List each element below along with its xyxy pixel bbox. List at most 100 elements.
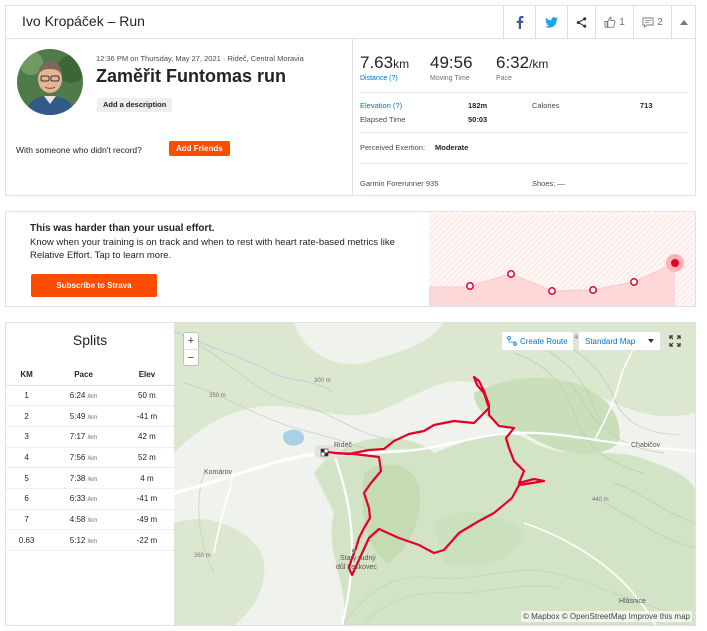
splits-row[interactable]: 2 5:49 /km -41 m <box>6 405 174 427</box>
stats-divider <box>360 132 688 133</box>
elevation-label[interactable]: Elevation (?) <box>360 101 403 110</box>
stats-divider <box>360 92 688 93</box>
route-icon <box>507 336 517 346</box>
stat-moving-time: 49:56 Moving Time <box>430 53 473 82</box>
kudos-button[interactable]: 1 <box>595 6 633 38</box>
split-pace-value: 5:49 <box>69 411 86 421</box>
map-label-hlasnice: Hlásnice <box>619 598 646 605</box>
map-label-dul: důl Leskovec <box>336 564 377 571</box>
calories-value: 713 <box>640 101 653 110</box>
pace-value: 6:32 <box>496 53 530 72</box>
comment-icon <box>642 17 654 28</box>
caret-down-icon <box>648 339 654 343</box>
split-pace: 6:33 /km <box>47 488 120 510</box>
moving-time-value: 49:56 <box>430 53 473 72</box>
comments-button[interactable]: 2 <box>633 6 671 38</box>
effort-point <box>589 286 597 294</box>
split-pace-value: 7:38 <box>69 473 86 483</box>
exertion-value: Moderate <box>435 143 469 152</box>
twitter-icon <box>545 16 558 28</box>
split-elev: -49 m <box>119 509 174 531</box>
split-pace-unit: /km <box>87 455 98 462</box>
distance-value: 7.63 <box>360 53 394 72</box>
splits-header-km: KM <box>6 365 48 386</box>
split-pace: 7:17 /km <box>47 426 120 448</box>
share-button[interactable] <box>567 6 595 38</box>
distance-label[interactable]: Distance (?) <box>360 75 398 82</box>
map-label-komarov: Komárov <box>204 469 233 476</box>
add-description-button[interactable]: Add a description <box>97 98 173 112</box>
splits-table: KM Pace Elev 1 6:24 /km 50 m 2 5:49 /km -41 m… <box>6 365 174 551</box>
effort-point <box>630 278 638 286</box>
avatar[interactable] <box>17 49 83 115</box>
split-elev: 4 m <box>119 467 174 489</box>
map-elev-350: 350 m <box>209 393 226 399</box>
fullscreen-button[interactable] <box>666 332 683 349</box>
stat-row-gear: Garmin Forerunner 935 Shoes: — <box>360 179 690 189</box>
route-line <box>326 375 546 577</box>
stat-row-elapsed: Elapsed Time 50:03 <box>360 115 690 125</box>
exertion-label: Perceived Exertion: <box>360 143 426 152</box>
create-route-button[interactable]: Create Route <box>501 331 574 351</box>
twitter-share-button[interactable] <box>535 6 567 38</box>
collapse-button[interactable] <box>671 6 695 38</box>
shoes-info: Shoes: — <box>532 179 565 188</box>
splits-row[interactable]: 4 7:56 /km 52 m <box>6 447 174 469</box>
mine-icon <box>352 549 356 553</box>
split-elev: -41 m <box>119 488 174 510</box>
activity-card: Ivo Kropáček – Run 1 2 <box>5 5 696 196</box>
splits-row[interactable]: 1 6:24 /km 50 m <box>6 385 174 407</box>
split-km: 0.63 <box>6 529 48 551</box>
map-attribution[interactable]: © Mapbox © OpenStreetMap Improve this ma… <box>521 611 692 622</box>
elevation-value: 182m <box>468 101 488 110</box>
expand-icon <box>668 334 681 347</box>
pace-unit: /km <box>529 57 549 71</box>
splits-panel: Splits KM Pace Elev 1 6:24 /km 50 m 2 5:49 /… <box>6 323 174 625</box>
distance-unit: km <box>393 57 410 71</box>
split-pace: 7:38 /km <box>47 467 120 489</box>
subscribe-button[interactable]: Subscribe to Strava <box>31 274 157 297</box>
map-style-select[interactable]: Standard Map <box>578 331 661 351</box>
split-pace-unit: /km <box>87 435 98 442</box>
create-route-label: Create Route <box>520 336 568 346</box>
split-pace-unit: /km <box>87 517 98 524</box>
elapsed-label: Elapsed Time <box>360 115 406 124</box>
split-km: 3 <box>6 426 48 448</box>
split-elev: -22 m <box>119 529 174 551</box>
map-label-chabicov: Chabičov <box>631 442 661 449</box>
zoom-in-button[interactable]: + <box>187 335 195 347</box>
with-someone-text: With someone who didn't record? <box>16 145 142 155</box>
split-pace: 7:56 /km <box>47 447 120 469</box>
effort-body: Know when your training is on track and … <box>30 237 395 261</box>
splits-row[interactable]: 7 4:58 /km -49 m <box>6 509 174 531</box>
split-km: 4 <box>6 447 48 469</box>
stat-distance: 7.63km Distance (?) <box>360 53 409 82</box>
facebook-share-button[interactable] <box>503 6 535 38</box>
splits-row[interactable]: 5 7:38 /km 4 m <box>6 467 174 489</box>
zoom-out-button[interactable]: − <box>184 349 198 365</box>
device-name: Garmin Forerunner 935 <box>360 179 439 188</box>
effort-point <box>466 282 474 290</box>
activity-stats: 7.63km Distance (?) 49:56 Moving Time 6:… <box>353 39 695 195</box>
splits-row[interactable]: 3 7:17 /km 42 m <box>6 426 174 448</box>
chevron-up-icon <box>679 19 688 25</box>
split-pace: 4:58 /km <box>47 509 120 531</box>
athlete-photo <box>17 49 83 115</box>
splits-row[interactable]: 0.63 5:12 /km -22 m <box>6 529 174 551</box>
split-pace-value: 7:56 <box>69 452 86 462</box>
split-pace: 5:49 /km <box>47 405 120 427</box>
zoom-control: + − <box>184 333 198 365</box>
thumbs-up-icon <box>604 16 616 28</box>
split-km: 5 <box>6 467 48 489</box>
split-pace-unit: /km <box>87 393 98 400</box>
split-pace-value: 5:12 <box>69 535 86 545</box>
relative-effort-card[interactable]: This was harder than your usual effort. … <box>5 211 696 307</box>
splits-row[interactable]: 6 6:33 /km -41 m <box>6 488 174 510</box>
map-elev-440: 440 m <box>592 497 609 503</box>
moving-time-label: Moving Time <box>430 75 470 82</box>
stats-divider <box>360 163 688 164</box>
stat-row-exertion: Perceived Exertion: Moderate <box>360 143 690 153</box>
activity-titlebar: Ivo Kropáček – Run 1 2 <box>6 6 695 39</box>
route-map[interactable]: Rideč Komárov Chabičov Starý rudný důl L… <box>174 323 695 625</box>
add-friends-button[interactable]: Add Friends <box>169 141 230 156</box>
